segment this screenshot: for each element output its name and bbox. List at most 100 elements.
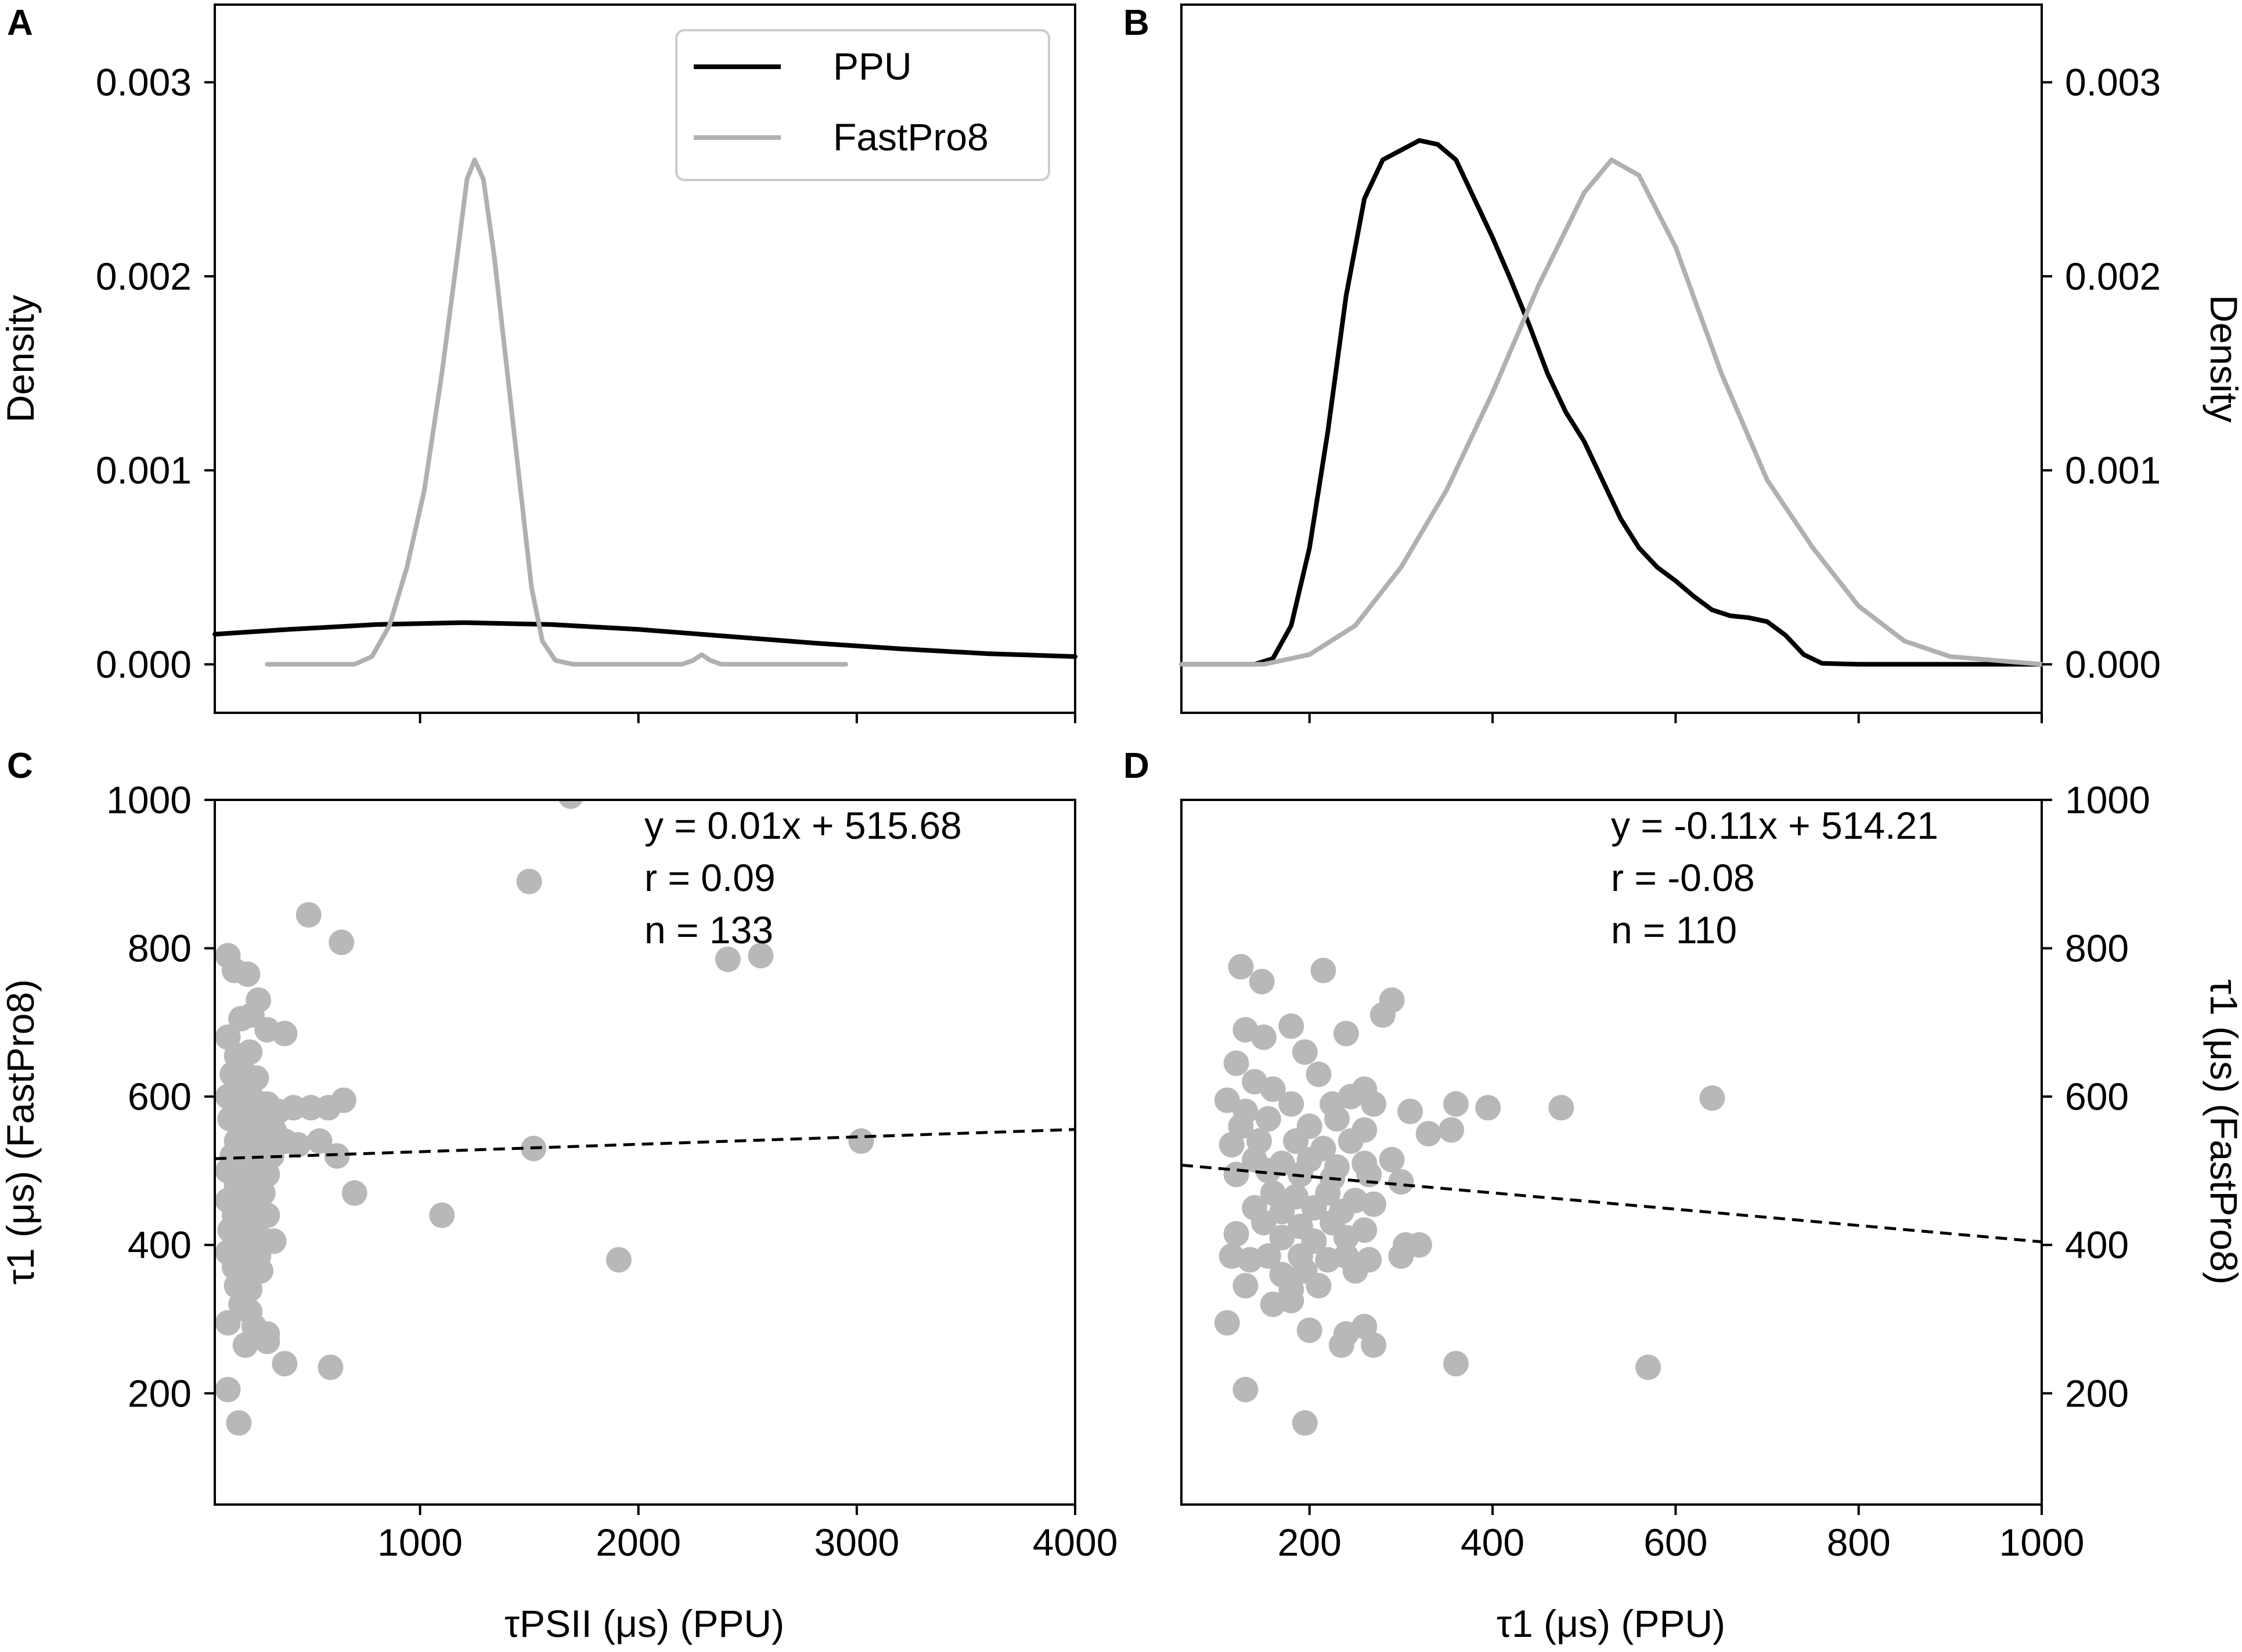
panel-c-xtick-label: 1000 bbox=[377, 1521, 463, 1564]
panel-c-fit-line bbox=[214, 1128, 1076, 1160]
panel-d-data-point bbox=[1292, 1410, 1318, 1436]
panel-a-ytick-label: 0.000 bbox=[96, 643, 192, 686]
panel-c: C 200 400 600 800 1000 1000 2000 3000 4000 τ1 (… bbox=[0, 746, 1118, 1645]
panel-d-data-point bbox=[1361, 1332, 1387, 1358]
panel-c-frame bbox=[214, 799, 1076, 1506]
panel-c-data-point bbox=[516, 868, 542, 894]
panel-c-data-point bbox=[272, 1020, 298, 1047]
panel-c-data-point bbox=[295, 902, 322, 928]
panel-label-a: A bbox=[7, 3, 33, 43]
panel-d-data-point bbox=[1338, 1084, 1364, 1110]
panel-c-data-point bbox=[215, 1376, 241, 1402]
panel-label-d: D bbox=[1123, 746, 1149, 786]
panel-c-x-ticks: 1000 2000 3000 4000 bbox=[377, 1505, 1118, 1564]
panel-d-data-point bbox=[1443, 1091, 1469, 1117]
panel-label-b: B bbox=[1123, 3, 1149, 43]
panel-d-data-point bbox=[1475, 1095, 1501, 1121]
panel-c-stat-r: r = 0.09 bbox=[644, 856, 776, 899]
panel-c-data-point bbox=[237, 1039, 263, 1065]
panel-c-ytick-label: 600 bbox=[128, 1075, 192, 1118]
panel-d-frame bbox=[1180, 799, 2043, 1506]
panel-b-frame bbox=[1180, 3, 2043, 714]
panel-c-stat-equation: y = 0.01x + 515.68 bbox=[644, 804, 962, 847]
panel-d-data-point bbox=[1228, 954, 1254, 980]
panel-c-xtick-label: 2000 bbox=[596, 1521, 681, 1564]
panel-d-data-point bbox=[1255, 1157, 1281, 1184]
panel-d-x-ticks: 200 400 600 800 1000 bbox=[1278, 1505, 2085, 1564]
panel-d-data-point bbox=[1255, 1243, 1281, 1269]
panel-c-data-point bbox=[318, 1354, 344, 1380]
panel-a-ytick-label: 0.001 bbox=[96, 449, 192, 492]
panel-c-data-point bbox=[232, 1332, 258, 1358]
panel-d-data-point bbox=[1223, 1162, 1249, 1188]
panel-d-data-point bbox=[1333, 1020, 1359, 1047]
panel-c-data-point bbox=[605, 1247, 632, 1273]
panel-d-data-point bbox=[1214, 1087, 1240, 1113]
panel-d-xtick-label: 800 bbox=[1827, 1521, 1891, 1564]
panel-a-plot-area bbox=[212, 3, 1077, 723]
panel-d-data-point bbox=[1278, 1091, 1304, 1117]
panel-c-data-point bbox=[307, 1128, 333, 1154]
panel-d-data-point bbox=[1278, 1013, 1304, 1039]
panel-d-data-point bbox=[1406, 1232, 1432, 1258]
panel-b-ytick-label: 0.001 bbox=[2065, 449, 2161, 492]
panel-d-xtick-label: 600 bbox=[1643, 1521, 1707, 1564]
legend-ppu-label: PPU bbox=[833, 45, 912, 88]
panel-d-data-point bbox=[1260, 1076, 1286, 1102]
panel-d-ytick-label: 400 bbox=[2065, 1224, 2129, 1267]
panel-label-c: C bbox=[7, 746, 33, 786]
panel-d-stat-n: n = 110 bbox=[1611, 908, 1737, 951]
panel-d-data-point bbox=[1310, 957, 1336, 983]
panel-d-data-point bbox=[1296, 1317, 1322, 1343]
panel-d-xtick-label: 1000 bbox=[1999, 1521, 2085, 1564]
panel-d-data-point bbox=[1328, 1332, 1354, 1358]
panel-c-ytick-label: 400 bbox=[128, 1224, 192, 1267]
panel-c-data-point bbox=[243, 1065, 269, 1091]
panel-d-data-point bbox=[1269, 1199, 1295, 1225]
panel-d-data-point bbox=[1219, 1132, 1245, 1158]
panel-d-data-point bbox=[1388, 1243, 1414, 1269]
panel-a: A 0.000 0.001 0.002 0.003 Density PPU FastP… bbox=[0, 3, 1077, 723]
panel-d-data-point bbox=[1379, 1146, 1405, 1173]
panel-c-data-point bbox=[215, 1310, 241, 1336]
panel-c-data-point bbox=[217, 1106, 243, 1132]
panel-d-data-point bbox=[1361, 1091, 1387, 1117]
panel-d-data-point bbox=[1324, 1106, 1350, 1132]
panel-d-data-point bbox=[1356, 1162, 1382, 1188]
panel-d-data-point bbox=[1369, 1002, 1396, 1028]
panel-d-ytick-label: 200 bbox=[2065, 1372, 2129, 1415]
panel-d-stat-r: r = -0.08 bbox=[1611, 856, 1755, 899]
panel-d-data-point bbox=[1278, 1287, 1304, 1314]
panel-d-xtick-label: 400 bbox=[1461, 1521, 1524, 1564]
panel-c-data-point bbox=[558, 800, 583, 809]
panel-b-plot-area bbox=[1179, 3, 2044, 723]
panel-d-data-point bbox=[1338, 1128, 1364, 1154]
panel-c-data-point bbox=[284, 1132, 311, 1158]
panel-d-ylabel: τ1 (μs) (FastPro8) bbox=[2203, 979, 2242, 1285]
panel-a-frame bbox=[214, 3, 1076, 714]
panel-b-y-ticks: 0.000 0.001 0.002 0.003 bbox=[2042, 61, 2161, 686]
panel-d-data-point bbox=[1699, 1085, 1725, 1111]
panel-d-xlabel: τ1 (μs) (PPU) bbox=[1497, 1602, 1725, 1645]
panel-d-data-point bbox=[1333, 1225, 1359, 1250]
panel-d-data-point bbox=[1214, 1310, 1240, 1336]
panel-b-fastpro8-series-line bbox=[1179, 157, 2044, 667]
panel-c-xtick-label: 3000 bbox=[814, 1521, 899, 1564]
panel-c-data-point bbox=[248, 1258, 273, 1284]
panel-d-data-point bbox=[1269, 1225, 1295, 1250]
panel-d-ytick-label: 600 bbox=[2065, 1075, 2129, 1118]
panel-c-data-point bbox=[235, 961, 261, 987]
panel-d-stat-equation: y = -0.11x + 514.21 bbox=[1611, 804, 1938, 847]
panel-c-stat-n: n = 133 bbox=[644, 908, 773, 951]
panel-b: B 0.000 0.001 0.002 0.003 Density bbox=[1123, 3, 2242, 723]
panel-d-data-point bbox=[1223, 1050, 1249, 1076]
panel-c-ylabel: τ1 (μs) (FastPro8) bbox=[0, 979, 42, 1285]
panel-c-ytick-label: 800 bbox=[128, 927, 192, 970]
panel-c-points bbox=[215, 800, 874, 1436]
panel-b-ytick-label: 0.002 bbox=[2065, 255, 2161, 298]
panel-d-data-point bbox=[1635, 1354, 1661, 1380]
panel-d-data-point bbox=[1283, 1128, 1309, 1154]
legend-fastpro8-label: FastPro8 bbox=[833, 116, 989, 158]
panel-d-data-point bbox=[1249, 969, 1275, 995]
panel-b-ppu-series-line bbox=[1179, 138, 2044, 667]
